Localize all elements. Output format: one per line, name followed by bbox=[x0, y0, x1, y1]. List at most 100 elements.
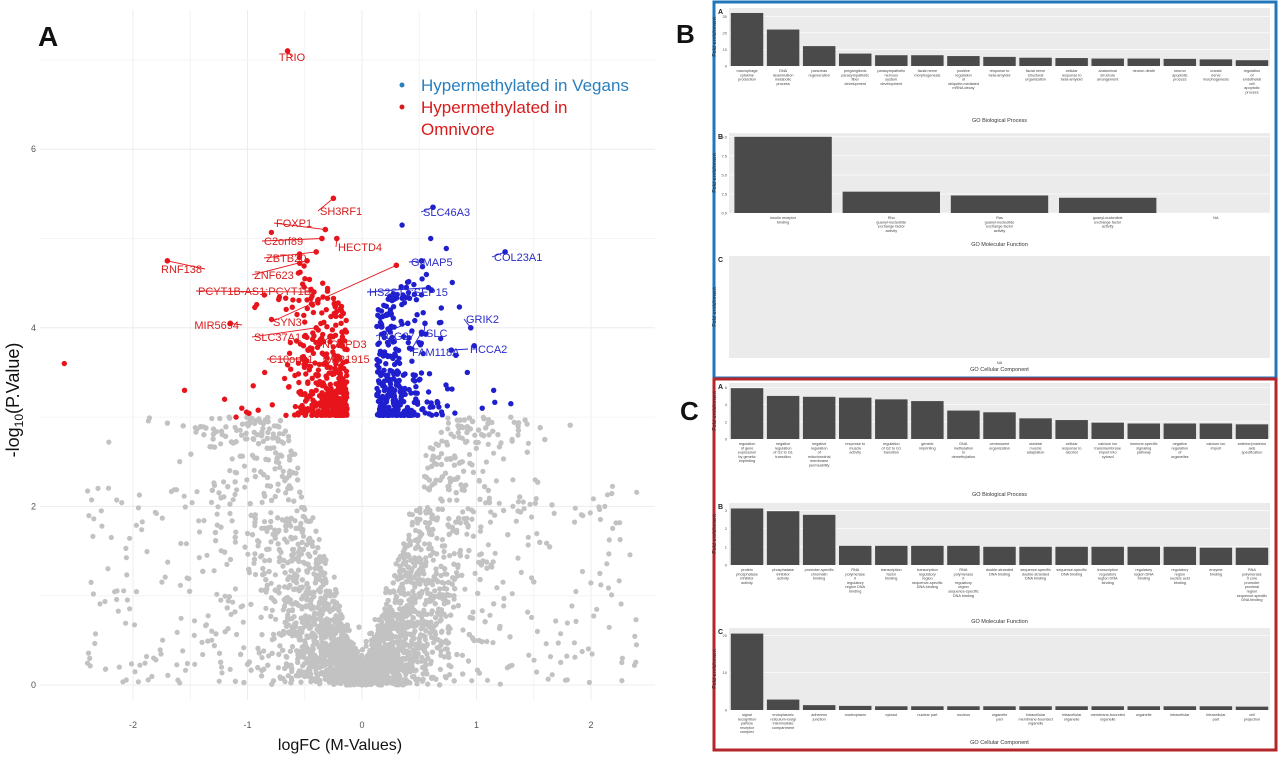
ns-point bbox=[283, 429, 288, 434]
ns-point bbox=[188, 452, 193, 457]
ns-point bbox=[244, 421, 249, 426]
ns-point bbox=[451, 562, 456, 567]
ns-point bbox=[299, 630, 304, 635]
ns-point bbox=[475, 668, 480, 673]
ns-point bbox=[222, 550, 227, 555]
ns-point bbox=[252, 430, 257, 435]
ns-point bbox=[282, 584, 287, 589]
ns-point bbox=[485, 678, 490, 683]
ns-point bbox=[402, 643, 407, 648]
ns-point bbox=[270, 608, 275, 613]
ns-point bbox=[213, 538, 218, 543]
ns-point bbox=[425, 599, 430, 604]
ns-point bbox=[283, 600, 288, 605]
ns-point bbox=[273, 588, 278, 593]
ns-point bbox=[387, 623, 392, 628]
ns-point bbox=[454, 652, 459, 657]
ns-point bbox=[332, 575, 337, 580]
ns-point bbox=[177, 459, 182, 464]
ns-point bbox=[403, 559, 408, 564]
ns-point bbox=[548, 654, 553, 659]
ns-point bbox=[341, 628, 346, 633]
ns-point bbox=[263, 457, 268, 462]
ns-point bbox=[234, 487, 239, 492]
ns-point bbox=[427, 487, 432, 492]
ns-point bbox=[446, 663, 451, 668]
ns-point bbox=[470, 419, 475, 424]
ns-point bbox=[473, 571, 478, 576]
ns-point bbox=[299, 494, 304, 499]
ns-point bbox=[227, 511, 232, 516]
ns-point bbox=[290, 547, 295, 552]
ns-point bbox=[419, 532, 424, 537]
ns-point bbox=[291, 551, 296, 556]
ns-point bbox=[390, 676, 395, 681]
ns-point bbox=[288, 486, 293, 491]
ns-point bbox=[429, 625, 434, 630]
ns-point bbox=[252, 520, 257, 525]
ns-point bbox=[265, 415, 270, 420]
ns-point bbox=[435, 579, 440, 584]
ns-point bbox=[300, 644, 305, 649]
ns-point bbox=[433, 615, 438, 620]
ns-point bbox=[429, 464, 434, 469]
ns-point bbox=[441, 555, 446, 560]
ns-point bbox=[538, 425, 543, 430]
ns-point bbox=[267, 558, 272, 563]
ns-point bbox=[462, 587, 467, 592]
ns-point bbox=[280, 676, 285, 681]
ns-point bbox=[233, 540, 238, 545]
ns-point bbox=[501, 456, 506, 461]
ns-point bbox=[264, 547, 269, 552]
ns-point bbox=[286, 608, 291, 613]
ns-point bbox=[370, 646, 375, 651]
ns-point bbox=[445, 416, 450, 421]
ns-point bbox=[508, 415, 513, 420]
ns-point bbox=[411, 658, 416, 663]
ns-point bbox=[333, 601, 338, 606]
ns-point bbox=[411, 615, 416, 620]
ns-point bbox=[443, 638, 448, 643]
ns-point bbox=[478, 529, 483, 534]
ns-point bbox=[458, 520, 463, 525]
ns-point bbox=[234, 632, 239, 637]
ns-point bbox=[439, 439, 444, 444]
ns-point bbox=[510, 439, 515, 444]
ns-point bbox=[407, 680, 412, 685]
ns-point bbox=[251, 436, 256, 441]
ns-point bbox=[447, 498, 452, 503]
ns-point bbox=[487, 500, 492, 505]
ns-point bbox=[280, 517, 285, 522]
ns-point bbox=[249, 416, 254, 421]
ns-point bbox=[417, 506, 422, 511]
ns-point bbox=[435, 637, 440, 642]
ns-point bbox=[245, 552, 250, 557]
ns-point bbox=[494, 478, 499, 483]
ns-point bbox=[416, 544, 421, 549]
ns-point bbox=[479, 551, 484, 556]
ns-point bbox=[446, 421, 451, 426]
ns-point bbox=[433, 566, 438, 571]
ns-point bbox=[448, 613, 453, 618]
ns-point bbox=[260, 426, 265, 431]
ns-point bbox=[393, 662, 398, 667]
ns-point bbox=[259, 632, 264, 637]
ns-point bbox=[412, 600, 417, 605]
ns-point bbox=[265, 430, 270, 435]
ns-point bbox=[288, 597, 293, 602]
ns-point bbox=[479, 639, 484, 644]
ns-point bbox=[474, 446, 479, 451]
ns-point bbox=[147, 415, 152, 420]
ns-point bbox=[377, 682, 382, 687]
ns-point bbox=[272, 636, 277, 641]
ns-point bbox=[505, 532, 510, 537]
ns-point bbox=[262, 558, 267, 563]
ns-point bbox=[440, 580, 445, 585]
ns-point bbox=[288, 649, 293, 654]
ns-point bbox=[306, 658, 311, 663]
ns-point bbox=[461, 469, 466, 474]
ns-point bbox=[291, 499, 296, 504]
ns-point bbox=[469, 517, 474, 522]
ns-point bbox=[416, 611, 421, 616]
ns-point bbox=[446, 516, 451, 521]
